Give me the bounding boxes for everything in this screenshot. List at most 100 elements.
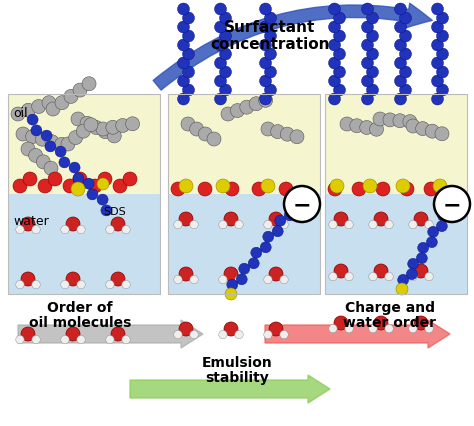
Circle shape (363, 180, 377, 193)
Circle shape (32, 100, 46, 114)
FancyBboxPatch shape (8, 195, 160, 294)
Circle shape (264, 31, 276, 43)
Circle shape (334, 213, 348, 227)
Circle shape (370, 123, 383, 137)
Circle shape (345, 325, 353, 333)
Circle shape (61, 281, 69, 289)
Circle shape (280, 331, 288, 339)
Circle shape (275, 216, 286, 227)
Circle shape (385, 221, 393, 229)
Circle shape (383, 114, 397, 127)
Circle shape (269, 213, 283, 227)
Circle shape (260, 242, 271, 253)
Circle shape (16, 336, 24, 344)
Text: stability: stability (205, 370, 269, 384)
Circle shape (369, 273, 377, 281)
Circle shape (31, 126, 42, 137)
Circle shape (328, 40, 340, 52)
Circle shape (396, 283, 408, 295)
Circle shape (279, 183, 293, 196)
Circle shape (174, 276, 182, 284)
Circle shape (369, 325, 377, 333)
Circle shape (227, 279, 238, 291)
Circle shape (414, 265, 428, 278)
Circle shape (252, 183, 266, 196)
Circle shape (264, 221, 272, 229)
Circle shape (215, 40, 227, 52)
Circle shape (414, 213, 428, 227)
Circle shape (66, 218, 80, 231)
Circle shape (264, 276, 272, 284)
Circle shape (122, 226, 130, 234)
Circle shape (36, 155, 50, 170)
Circle shape (400, 67, 411, 79)
Circle shape (406, 269, 417, 280)
Circle shape (264, 49, 276, 61)
Circle shape (63, 180, 77, 193)
Circle shape (261, 123, 275, 137)
Circle shape (77, 336, 85, 344)
Text: oil molecules: oil molecules (29, 315, 131, 329)
Circle shape (224, 213, 238, 227)
Circle shape (360, 121, 374, 135)
Circle shape (438, 211, 449, 222)
FancyArrow shape (265, 320, 450, 348)
Circle shape (219, 67, 231, 79)
Circle shape (366, 31, 379, 43)
Circle shape (366, 49, 379, 61)
FancyBboxPatch shape (325, 95, 467, 195)
Circle shape (69, 163, 80, 174)
Circle shape (225, 183, 239, 196)
Circle shape (32, 281, 40, 289)
Circle shape (106, 121, 120, 135)
Circle shape (11, 108, 25, 122)
Circle shape (32, 226, 40, 234)
Circle shape (400, 13, 411, 25)
Circle shape (426, 237, 438, 248)
Circle shape (113, 180, 127, 193)
Circle shape (400, 85, 411, 97)
Circle shape (16, 226, 24, 234)
Circle shape (190, 331, 198, 339)
Circle shape (259, 58, 272, 70)
Circle shape (106, 226, 114, 234)
Circle shape (280, 221, 288, 229)
Circle shape (362, 40, 374, 52)
Circle shape (366, 67, 379, 79)
Circle shape (181, 118, 195, 132)
Circle shape (82, 78, 96, 92)
Circle shape (284, 187, 320, 222)
Circle shape (177, 76, 190, 88)
Circle shape (328, 183, 342, 196)
Circle shape (428, 227, 438, 238)
Circle shape (334, 316, 348, 330)
Circle shape (236, 274, 247, 285)
FancyBboxPatch shape (168, 95, 320, 195)
Circle shape (55, 96, 69, 110)
Circle shape (340, 118, 354, 132)
Circle shape (73, 84, 87, 98)
Circle shape (396, 180, 410, 193)
Circle shape (433, 180, 447, 193)
Circle shape (21, 272, 35, 286)
Circle shape (431, 76, 444, 88)
Circle shape (69, 131, 82, 145)
Circle shape (116, 119, 130, 133)
Circle shape (329, 221, 337, 229)
Circle shape (416, 122, 429, 136)
Circle shape (83, 178, 94, 190)
Circle shape (334, 85, 346, 97)
Circle shape (329, 325, 337, 333)
Text: Surfactant: Surfactant (224, 20, 316, 35)
Circle shape (219, 31, 231, 43)
Circle shape (328, 58, 340, 70)
Circle shape (259, 40, 272, 52)
Circle shape (174, 331, 182, 339)
Circle shape (394, 94, 407, 106)
Circle shape (87, 190, 98, 200)
Circle shape (98, 125, 112, 139)
Circle shape (77, 226, 85, 234)
Circle shape (328, 22, 340, 34)
Circle shape (198, 128, 212, 142)
Circle shape (394, 40, 407, 52)
